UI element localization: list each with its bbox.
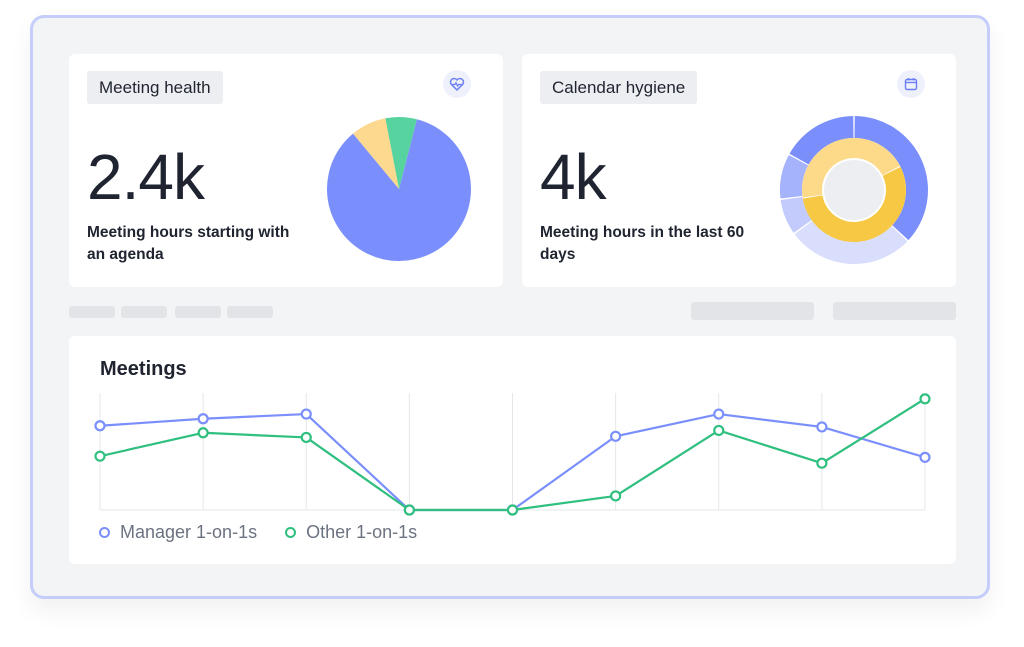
skeleton-tab-3 [175, 306, 221, 318]
donut-outer-segment-4 [789, 116, 854, 165]
calendar-hygiene-donut-chart [780, 116, 928, 264]
series-1-point-1[interactable] [197, 427, 209, 439]
legend-item-other[interactable]: Other 1-on-1s [285, 522, 417, 543]
legend-marker-other [285, 527, 297, 538]
series-0-point-2[interactable] [300, 408, 312, 420]
legend-label-other: Other 1-on-1s [306, 522, 418, 542]
donut-inner-segment-1 [802, 166, 906, 242]
donut-outer-segment-1 [794, 220, 908, 264]
series-0-point-8[interactable] [919, 451, 931, 463]
series-0-point-7[interactable] [816, 421, 828, 433]
legend-label-manager: Manager 1-on-1s [120, 522, 258, 542]
skeleton-button-2 [833, 302, 956, 320]
calendar-hygiene-card[interactable]: Calendar hygiene 4k Meeting hours in the… [522, 54, 956, 287]
series-1-point-3[interactable] [403, 504, 415, 516]
meeting-health-caption: Meeting hours starting with an agenda [87, 224, 290, 263]
series-0-point-1[interactable] [197, 413, 209, 425]
series-1-point-8[interactable] [919, 393, 931, 405]
meetings-line-chart [94, 393, 931, 516]
meetings-legend: Manager 1-on-1s Other 1-on-1s [99, 522, 417, 543]
skeleton-tab-4 [227, 306, 273, 318]
donut-center [824, 160, 884, 220]
calendar-hygiene-value: 4k [540, 141, 607, 213]
heart-pulse-icon[interactable] [443, 70, 471, 98]
skeleton-tab-1 [69, 306, 115, 318]
donut-inner-segment-0 [802, 138, 901, 198]
series-0-point-6[interactable] [713, 408, 725, 420]
pie-slice-1 [353, 118, 399, 189]
legend-marker-manager [99, 527, 110, 538]
skeleton-button-1 [691, 302, 814, 320]
series-1-point-2[interactable] [300, 431, 312, 444]
donut-outer-segment-3 [780, 155, 809, 199]
meeting-health-pie-chart [327, 117, 471, 261]
series-0-point-5[interactable] [610, 430, 622, 442]
calendar-hygiene-title: Calendar hygiene [540, 71, 698, 104]
meeting-health-title: Meeting health [87, 71, 223, 104]
pie-slice-2 [385, 117, 417, 189]
series-1-point-7[interactable] [816, 457, 828, 469]
donut-outer-segment-0 [854, 116, 928, 241]
series-1-point-6[interactable] [713, 424, 725, 437]
meetings-card[interactable]: Meetings Manager 1-on-1s Other 1-on-1s [69, 336, 956, 564]
calendar-hygiene-caption: Meeting hours in the last 60 days [540, 224, 745, 263]
series-1-point-4[interactable] [506, 504, 519, 516]
donut-outer-segment-2 [780, 197, 812, 233]
series-0-point-0[interactable] [94, 420, 106, 432]
series-1-point-0[interactable] [94, 450, 106, 462]
meeting-health-value: 2.4k [87, 141, 205, 213]
skeleton-tab-2 [121, 306, 167, 318]
series-1-point-5[interactable] [610, 490, 622, 502]
pie-slice-0 [327, 119, 471, 261]
calendar-icon[interactable] [897, 70, 925, 98]
legend-item-manager[interactable]: Manager 1-on-1s [99, 522, 257, 543]
meeting-health-card[interactable]: Meeting health 2.4k Meeting hours starti… [69, 54, 503, 287]
meetings-title: Meetings [100, 358, 187, 380]
